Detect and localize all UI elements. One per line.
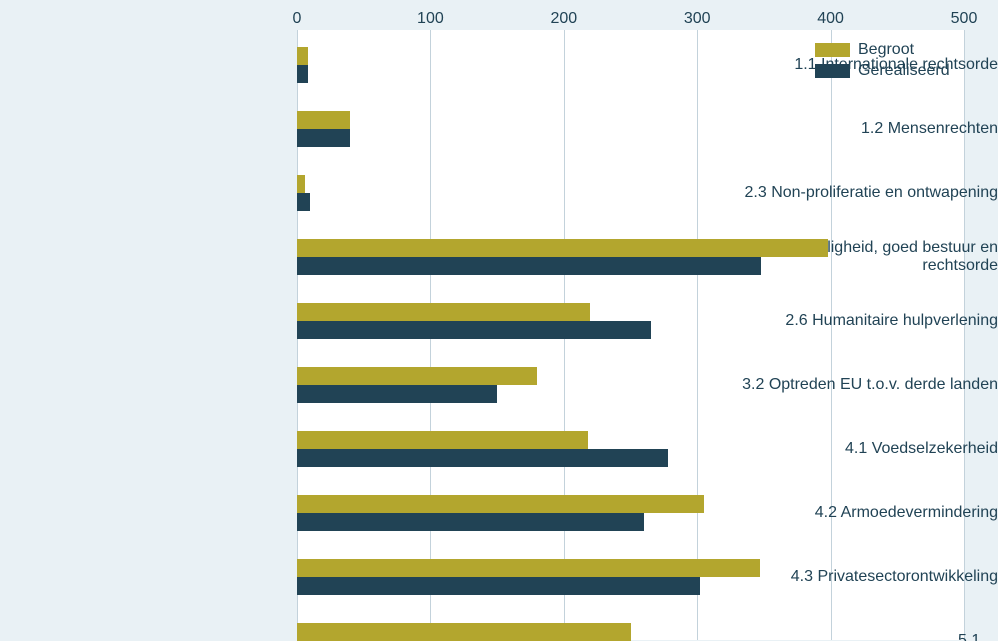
x-tick-label: 500 — [951, 10, 978, 28]
bar-begroot — [297, 559, 760, 577]
bar-gerealiseerd — [297, 129, 350, 147]
category-label: 2.3 Non-proliferatie en ontwapening — [709, 184, 998, 202]
legend-label: Begroot — [858, 41, 914, 59]
category-label: 5.1 ... — [709, 632, 998, 641]
x-tick-label: 0 — [293, 10, 302, 28]
legend-item: Gerealiseerd — [815, 60, 950, 81]
bar-begroot — [297, 367, 537, 385]
category-label: 3.2 Optreden EU t.o.v. derde landen — [709, 376, 998, 394]
x-tick-label: 200 — [550, 10, 577, 28]
bar-begroot — [297, 431, 588, 449]
x-tick-label: 300 — [684, 10, 711, 28]
bar-begroot — [297, 47, 308, 65]
bar-begroot — [297, 623, 631, 641]
bar-begroot — [297, 495, 704, 513]
x-tick-label: 100 — [417, 10, 444, 28]
legend-swatch — [815, 64, 850, 78]
category-label: 2.6 Humanitaire hulpverlening — [709, 312, 998, 330]
bar-gerealiseerd — [297, 321, 651, 339]
legend-label: Gerealiseerd — [858, 62, 950, 80]
legend: Begroot Gerealiseerd — [815, 39, 950, 81]
bar-gerealiseerd — [297, 257, 761, 275]
x-tick-label: 400 — [817, 10, 844, 28]
bar-begroot — [297, 175, 305, 193]
bar-gerealiseerd — [297, 513, 644, 531]
bar-begroot — [297, 239, 828, 257]
bar-begroot — [297, 303, 590, 321]
bar-gerealiseerd — [297, 449, 668, 467]
gridline — [697, 30, 698, 640]
legend-item: Begroot — [815, 39, 950, 60]
bar-gerealiseerd — [297, 577, 700, 595]
category-label: 4.1 Voedselzekerheid — [709, 440, 998, 458]
category-label: 4.2 Armoedevermindering — [709, 504, 998, 522]
legend-swatch — [815, 43, 850, 57]
bar-gerealiseerd — [297, 65, 308, 83]
bar-gerealiseerd — [297, 193, 310, 211]
bar-begroot — [297, 111, 350, 129]
bar-chart: 01002003004005001.1 Internationale recht… — [0, 0, 998, 641]
category-label: 1.2 Mensenrechten — [709, 120, 998, 138]
bar-gerealiseerd — [297, 385, 497, 403]
